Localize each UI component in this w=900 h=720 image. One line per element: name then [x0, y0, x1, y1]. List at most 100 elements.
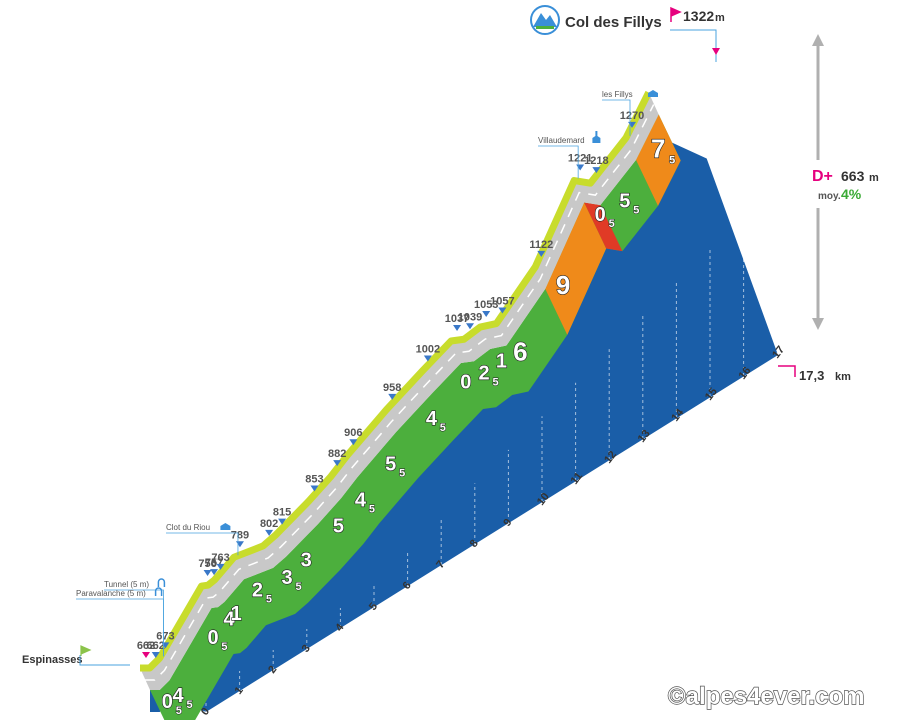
- gradient-value: 2: [478, 363, 489, 385]
- elevation-marker-icon: [151, 652, 160, 658]
- summit-elevation: 1322: [683, 8, 714, 24]
- place-markers: les Fillys Villaudemard Clot du Riou Tunnel…: [76, 90, 658, 657]
- elevation-label: 882: [328, 448, 346, 460]
- gradient-value-decimal: 5: [176, 705, 182, 717]
- gradient-value: 4: [224, 608, 236, 630]
- start-marker: Espinasses: [22, 645, 130, 666]
- km-tick-label: 11: [569, 470, 586, 487]
- gradient-value-decimal: 5: [399, 467, 405, 479]
- gradient-value: 1: [496, 351, 507, 373]
- gradient-value-decimal: 5: [221, 641, 227, 653]
- elevation-label: 1270: [620, 110, 644, 122]
- copyright: ©alpes4ever.com: [668, 683, 864, 710]
- elevation-label: 1122: [529, 239, 553, 251]
- elevation-label: 815: [273, 507, 291, 519]
- distance-unit: km: [835, 371, 851, 383]
- gradient-value-decimal: 5: [633, 204, 639, 216]
- gradient-value-decimal: 5: [492, 377, 498, 389]
- elevation-marker-icon: [203, 570, 212, 577]
- summit-flag-icon: [670, 6, 682, 22]
- elevation-label: 662: [137, 640, 155, 652]
- gradient-band-mid: [545, 202, 607, 335]
- gradient-band-low: [150, 114, 681, 720]
- elevation-label: 673: [156, 630, 174, 642]
- gradient-value-decimal: 5: [295, 581, 301, 593]
- elevation-marker-icon: [466, 323, 474, 330]
- elevation-label: 802: [260, 518, 278, 530]
- distance-value: 17,3: [799, 368, 824, 383]
- gradient-value: 5: [385, 453, 396, 475]
- gradient-value: 0: [460, 372, 471, 394]
- gradient-value-decimal: 5: [669, 154, 675, 166]
- elevation-marker-icon: [310, 485, 319, 492]
- place-name: Villaudemard: [538, 136, 585, 145]
- km-tick-label: 13: [636, 428, 653, 445]
- km-tick-label: 16: [737, 365, 754, 382]
- gradient-value: 1: [231, 603, 242, 625]
- road-surface: [140, 90, 659, 691]
- gradient-value: 5: [619, 190, 630, 212]
- elevation-marker-icon: [388, 393, 397, 400]
- dplus-label: D+: [812, 168, 833, 185]
- gradient-value: 2: [252, 580, 263, 602]
- summit-header: Col des Fillys 1322 m: [530, 5, 725, 62]
- gradient-band-mid: [636, 114, 681, 206]
- house-icon: [648, 90, 658, 97]
- elevation-label: 1002: [416, 344, 440, 356]
- place-leader-line: [602, 99, 631, 136]
- gradient-value: 9: [556, 270, 570, 300]
- elevation-label: 1057: [490, 296, 514, 308]
- stats-backdrop: [800, 160, 886, 208]
- elevation-marker-icon: [216, 563, 225, 570]
- km-tick-label: 15: [703, 386, 720, 403]
- elevation-label: 1053: [474, 299, 498, 311]
- elevation-label: 853: [305, 473, 323, 485]
- summit-leader-line: [670, 29, 717, 62]
- summit-marker-icon: [712, 48, 720, 55]
- elevation-marker-icon: [537, 250, 546, 257]
- elevation-label: 1039: [458, 311, 482, 323]
- elevation-label: 662: [147, 640, 165, 652]
- arrow-head-down-icon: [812, 318, 824, 330]
- elevation-marker-icon: [235, 541, 244, 548]
- climb-stats: D+ 663 m moy. 4%: [800, 34, 886, 330]
- elevation-label: 763: [211, 552, 229, 564]
- place-name: Tunnel (5 m): [104, 580, 149, 589]
- elevation-marker-icon: [349, 439, 358, 446]
- elevation-label: 1221: [568, 153, 592, 165]
- gradient-value-decimal: 5: [440, 422, 446, 434]
- tunnel-icon: [157, 578, 166, 587]
- elevation-marker-icon: [423, 355, 432, 362]
- elevation-marker-icon: [142, 652, 150, 658]
- gradient-value: 3: [301, 549, 312, 571]
- elevation-marker-icon: [265, 529, 274, 536]
- gradient-value: 6: [513, 337, 527, 367]
- gradient-value: 5: [333, 516, 344, 538]
- mountain-grass: [536, 26, 554, 29]
- gradient-value-decimal: 5: [186, 699, 192, 711]
- elevation-label: 789: [231, 529, 249, 541]
- start-name: Espinasses: [22, 654, 83, 666]
- summit-name: Col des Fillys: [565, 14, 662, 31]
- gradient-value-decimal: 5: [369, 504, 375, 516]
- elevation-label: 958: [383, 382, 401, 394]
- km-tick-label: 17: [770, 344, 787, 361]
- place-name: Clot du Riou: [166, 523, 210, 532]
- avg-value: 4%: [841, 186, 862, 202]
- road-centre-line: [145, 104, 655, 681]
- gradient-value: 0: [207, 627, 218, 649]
- mountain-shape: [533, 13, 557, 27]
- gradient-value: 4: [172, 685, 184, 707]
- gradient-value-decimal: 5: [609, 218, 615, 230]
- tunnel-icon: [154, 587, 163, 596]
- elevation-marker-icon: [453, 325, 462, 331]
- km-tick-label: 12: [602, 449, 619, 466]
- gradient-value: 3: [282, 567, 293, 589]
- dplus-unit: m: [869, 172, 879, 184]
- elevation-label: 756: [198, 558, 216, 570]
- place-leader-line: [166, 532, 239, 556]
- gradient-value-decimal: 5: [266, 594, 272, 606]
- elevation-marker-icon: [210, 569, 219, 576]
